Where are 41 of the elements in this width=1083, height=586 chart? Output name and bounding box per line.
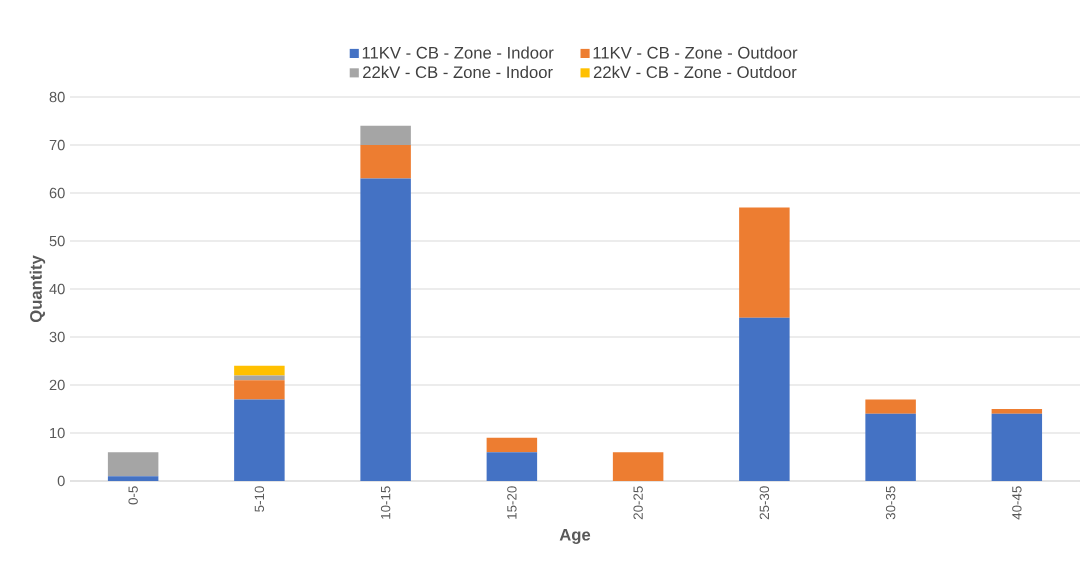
y-tick-label: 80 xyxy=(49,91,65,103)
bar xyxy=(360,145,411,179)
x-tick-label: 10-15 xyxy=(380,486,391,519)
bar xyxy=(107,476,159,481)
bar xyxy=(234,365,285,376)
bar xyxy=(991,408,1043,414)
x-tick-label: 40-45 xyxy=(1012,486,1022,520)
bar xyxy=(865,399,916,414)
bar xyxy=(739,317,790,481)
x-tick-label: 20-25 xyxy=(633,486,643,520)
x-tick-label: 25-30 xyxy=(759,486,770,520)
bar xyxy=(486,437,538,453)
x-tick-label: 5-10 xyxy=(254,486,265,512)
bar xyxy=(612,452,664,481)
y-tick-label: 70 xyxy=(49,139,65,151)
bar xyxy=(865,413,916,481)
y-tick-label: 40 xyxy=(49,283,65,295)
y-axis-title: Quantity xyxy=(29,255,46,323)
bar xyxy=(234,399,285,481)
y-tick-label: 60 xyxy=(49,187,65,199)
x-tick-label: 15-20 xyxy=(507,486,517,519)
bar xyxy=(991,413,1043,481)
bar xyxy=(360,125,411,146)
y-tick-label: 50 xyxy=(49,235,65,247)
y-tick-label: 10 xyxy=(50,427,65,439)
y-tick-label: 20 xyxy=(49,379,65,391)
x-axis-title: Age xyxy=(559,528,591,544)
bar xyxy=(360,178,411,481)
x-tick-label: 30-35 xyxy=(885,486,896,520)
bar xyxy=(234,375,285,381)
bar xyxy=(486,452,538,481)
legend-label: 22kV - CB - Zone - Outdoor xyxy=(593,65,797,79)
bar xyxy=(234,380,285,400)
x-tick-label: 0-5 xyxy=(128,486,138,505)
y-tick-label: 30 xyxy=(49,331,65,343)
legend-label: 11KV - CB - Zone - Outdoor xyxy=(593,46,798,59)
legend-label: 11KV - CB - Zone - Indoor xyxy=(362,46,554,59)
y-tick-label: 0 xyxy=(57,475,65,487)
bar xyxy=(107,452,159,477)
legend-label: 22kV - CB - Zone - Indoor xyxy=(363,65,553,79)
bar xyxy=(739,207,790,318)
